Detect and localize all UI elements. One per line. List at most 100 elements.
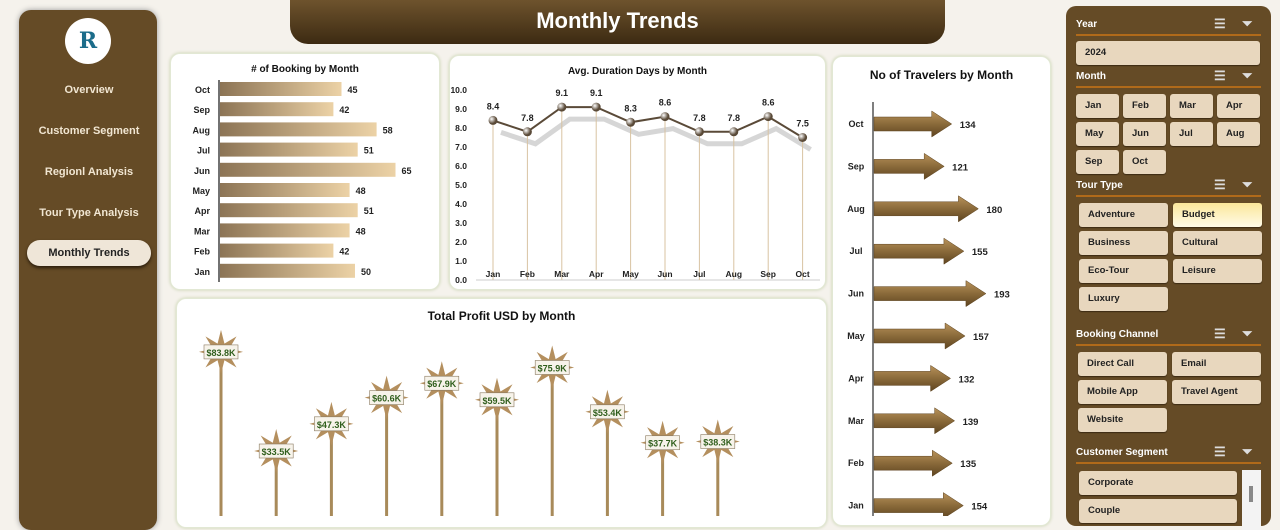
tick-label: 4.0 xyxy=(455,199,467,209)
slicer-item-tour-type[interactable]: Budget xyxy=(1173,203,1262,227)
tick-label: Sep xyxy=(848,161,865,171)
slicer-item-tour-type[interactable]: Eco-Tour xyxy=(1079,259,1168,283)
slicer-item-tour-type[interactable]: Luxury xyxy=(1079,287,1168,311)
multi-select-icon[interactable]: ☰ xyxy=(1214,16,1226,31)
data-label: $38.3K xyxy=(703,438,733,448)
arrow-bar xyxy=(873,280,987,308)
slicer-title: Month xyxy=(1076,71,1106,82)
arrow-bar xyxy=(873,110,953,138)
slicer-title: Customer Segment xyxy=(1076,447,1168,458)
data-label: 139 xyxy=(963,417,979,428)
scrollbar[interactable] xyxy=(1242,470,1261,530)
data-label: $53.4K xyxy=(593,408,623,418)
travelers-chart-card: No of Travelers by Month xyxy=(832,56,1051,526)
tick-label: 7.0 xyxy=(455,142,467,152)
multi-select-icon[interactable]: ☰ xyxy=(1214,326,1226,341)
data-label: 42 xyxy=(339,247,349,257)
data-label: 121 xyxy=(952,162,969,173)
slicer-item-tour-type[interactable]: Cultural xyxy=(1173,231,1262,255)
slicer-item-booking-channel[interactable]: Email xyxy=(1172,352,1261,376)
slicer-item-tour-type[interactable]: Business xyxy=(1079,231,1168,255)
data-label: 8.4 xyxy=(487,101,500,111)
slicer-item-month[interactable]: Feb xyxy=(1123,94,1166,118)
slicer-item-month[interactable]: Aug xyxy=(1217,122,1260,146)
tick-label: 0.0 xyxy=(455,275,467,285)
data-label: $59.5K xyxy=(482,396,512,406)
multi-select-icon[interactable]: ☰ xyxy=(1214,444,1226,459)
tick-label: Aug xyxy=(193,125,211,135)
data-label-box xyxy=(314,416,349,432)
data-point xyxy=(488,115,498,125)
bar xyxy=(220,122,377,137)
arrow-bar xyxy=(873,322,966,350)
slicer-item-month[interactable]: Oct xyxy=(1123,150,1166,174)
bar xyxy=(220,183,350,197)
chart-title: Total Profit USD by Month xyxy=(427,309,576,323)
nav-tour-type-analysis[interactable]: Tour Type Analysis xyxy=(39,207,139,219)
slicer-item-month[interactable]: Jan xyxy=(1076,94,1119,118)
tick-label: 8.0 xyxy=(455,123,467,133)
slicer-item-customer-segment[interactable]: Couple xyxy=(1079,499,1237,523)
slicer-item-month[interactable]: Jul xyxy=(1170,122,1213,146)
data-label: $83.8K xyxy=(206,348,236,358)
data-point xyxy=(626,117,636,127)
tick-label: Jan xyxy=(848,501,864,511)
bar xyxy=(220,102,334,117)
clear-filter-icon[interactable]: ⏷ xyxy=(1242,444,1253,459)
data-label: 134 xyxy=(960,120,977,131)
slicer-header-booking_channel: Booking Channel ☰ ⏷ xyxy=(1076,326,1261,346)
arrow-bar xyxy=(873,152,945,180)
data-label: $37.7K xyxy=(648,439,678,449)
tick-label: Feb xyxy=(520,269,535,279)
tick-label: Apr xyxy=(195,206,211,216)
slicer-item-booking-channel[interactable]: Travel Agent xyxy=(1172,380,1261,404)
tick-label: Jun xyxy=(194,166,210,176)
slicer-header-tour_type: Tour Type ☰ ⏷ xyxy=(1076,177,1261,197)
clear-filter-icon[interactable]: ⏷ xyxy=(1242,326,1253,341)
slicer-item-tour-type[interactable]: Adventure xyxy=(1079,203,1168,227)
slicer-item-tour-type[interactable]: Leisure xyxy=(1173,259,1262,283)
series-line xyxy=(492,106,804,139)
data-label-box xyxy=(203,344,239,360)
tick-label: Apr xyxy=(589,269,604,279)
arrow-bar xyxy=(873,407,956,435)
nav-customer-segment[interactable]: Customer Segment xyxy=(38,125,140,137)
clear-filter-icon[interactable]: ⏷ xyxy=(1242,16,1253,31)
nav-monthly-trends[interactable]: Monthly Trends xyxy=(27,240,151,266)
slicer-item-customer-segment[interactable]: Corporate xyxy=(1079,471,1237,495)
bar xyxy=(220,203,358,218)
bar xyxy=(220,263,355,278)
multi-select-icon[interactable]: ☰ xyxy=(1214,68,1226,83)
page-title: Monthly Trends xyxy=(290,0,945,44)
data-label: 58 xyxy=(383,125,393,135)
slicer-item-month[interactable]: Sep xyxy=(1076,150,1119,174)
clear-filter-icon[interactable]: ⏷ xyxy=(1242,177,1253,192)
data-point xyxy=(763,112,773,122)
clear-filter-icon[interactable]: ⏷ xyxy=(1242,68,1253,83)
slicer-item-booking-channel[interactable]: Website xyxy=(1078,408,1167,432)
data-label: 50 xyxy=(361,267,371,277)
slicer-item-month[interactable]: May xyxy=(1076,122,1119,146)
slicer-item-month[interactable]: Jun xyxy=(1123,122,1166,146)
slicer-header-month: Month ☰ ⏷ xyxy=(1076,68,1261,88)
chart-title: # of Booking by Month xyxy=(251,64,359,75)
duration-chart-card: Avg. Duration Days by Month xyxy=(449,55,826,290)
slicer-item-booking-channel[interactable]: Direct Call xyxy=(1078,352,1167,376)
slicer-item-booking-channel[interactable]: Mobile App xyxy=(1078,380,1167,404)
tick-label: Jan xyxy=(194,267,210,277)
nav-overview[interactable]: Overview xyxy=(64,84,114,96)
arrow-bar xyxy=(873,195,979,223)
slicer-item-month[interactable]: Mar xyxy=(1170,94,1213,118)
slicer-item-year[interactable]: 2024 xyxy=(1076,41,1260,65)
tick-label: Feb xyxy=(194,247,211,257)
slicer-item-month[interactable]: Apr xyxy=(1217,94,1260,118)
multi-select-icon[interactable]: ☰ xyxy=(1214,177,1226,192)
tick-label: 9.0 xyxy=(455,104,467,114)
tick-label: Oct xyxy=(796,269,810,279)
tick-label: Jul xyxy=(693,269,705,279)
data-label: 48 xyxy=(356,186,366,196)
data-label: 7.8 xyxy=(521,113,534,123)
nav-regional-analysis[interactable]: Regionl Analysis xyxy=(44,166,134,178)
arrow-bar xyxy=(873,237,965,265)
tick-label: Aug xyxy=(847,204,865,214)
